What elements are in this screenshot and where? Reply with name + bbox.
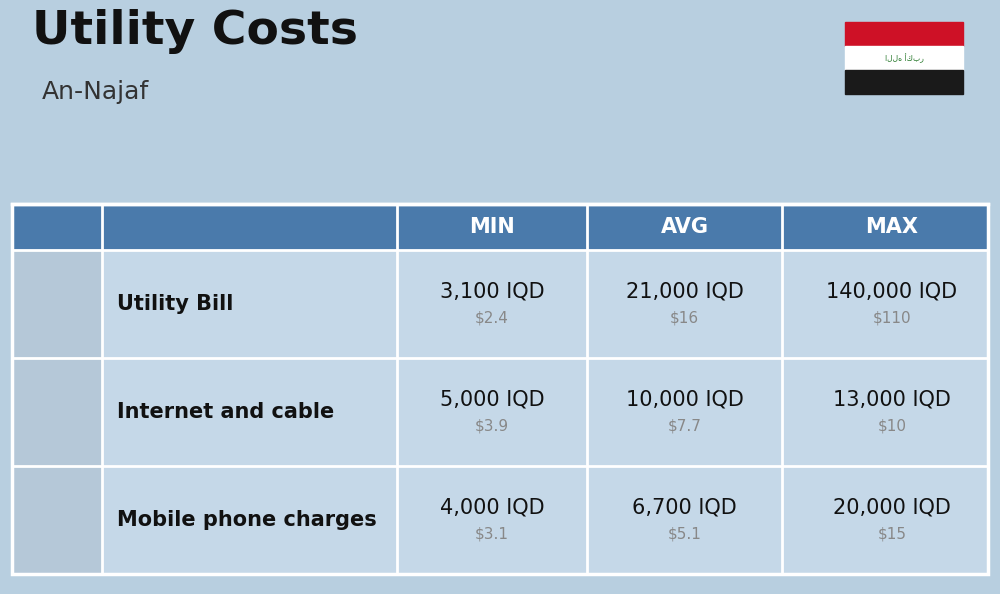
Text: $16: $16 bbox=[670, 311, 699, 326]
Text: 10,000 IQD: 10,000 IQD bbox=[626, 390, 743, 410]
Bar bbox=[845, 22, 963, 46]
Text: الله أكبر: الله أكبر bbox=[885, 53, 923, 63]
Bar bbox=[12, 250, 988, 358]
Text: $5.1: $5.1 bbox=[668, 526, 701, 542]
Text: 13,000 IQD: 13,000 IQD bbox=[833, 390, 951, 410]
Text: 140,000 IQD: 140,000 IQD bbox=[826, 282, 958, 302]
Text: $7.7: $7.7 bbox=[668, 419, 701, 434]
Bar bbox=[12, 250, 102, 358]
Bar bbox=[12, 204, 988, 250]
Bar bbox=[12, 466, 102, 574]
Text: Mobile phone charges: Mobile phone charges bbox=[117, 510, 377, 530]
Bar bbox=[845, 70, 963, 94]
Text: $110: $110 bbox=[873, 311, 911, 326]
Text: $15: $15 bbox=[878, 526, 906, 542]
Bar bbox=[12, 204, 988, 574]
Text: MAX: MAX bbox=[866, 217, 918, 237]
Bar bbox=[12, 466, 988, 574]
Text: Utility Bill: Utility Bill bbox=[117, 294, 233, 314]
Text: 3,100 IQD: 3,100 IQD bbox=[440, 282, 544, 302]
Bar bbox=[12, 358, 102, 466]
Text: 21,000 IQD: 21,000 IQD bbox=[626, 282, 743, 302]
Text: AVG: AVG bbox=[660, 217, 708, 237]
Text: 6,700 IQD: 6,700 IQD bbox=[632, 498, 737, 518]
Text: $2.4: $2.4 bbox=[475, 311, 509, 326]
Text: MIN: MIN bbox=[469, 217, 515, 237]
Text: 4,000 IQD: 4,000 IQD bbox=[440, 498, 544, 518]
Text: An-Najaf: An-Najaf bbox=[42, 80, 149, 104]
Text: $3.1: $3.1 bbox=[475, 526, 509, 542]
Text: Utility Costs: Utility Costs bbox=[32, 9, 358, 54]
Text: 5,000 IQD: 5,000 IQD bbox=[440, 390, 544, 410]
Text: Internet and cable: Internet and cable bbox=[117, 402, 334, 422]
Text: $10: $10 bbox=[878, 419, 906, 434]
Bar bbox=[12, 358, 988, 466]
Text: 20,000 IQD: 20,000 IQD bbox=[833, 498, 951, 518]
Bar bbox=[845, 46, 963, 70]
Text: $3.9: $3.9 bbox=[475, 419, 509, 434]
